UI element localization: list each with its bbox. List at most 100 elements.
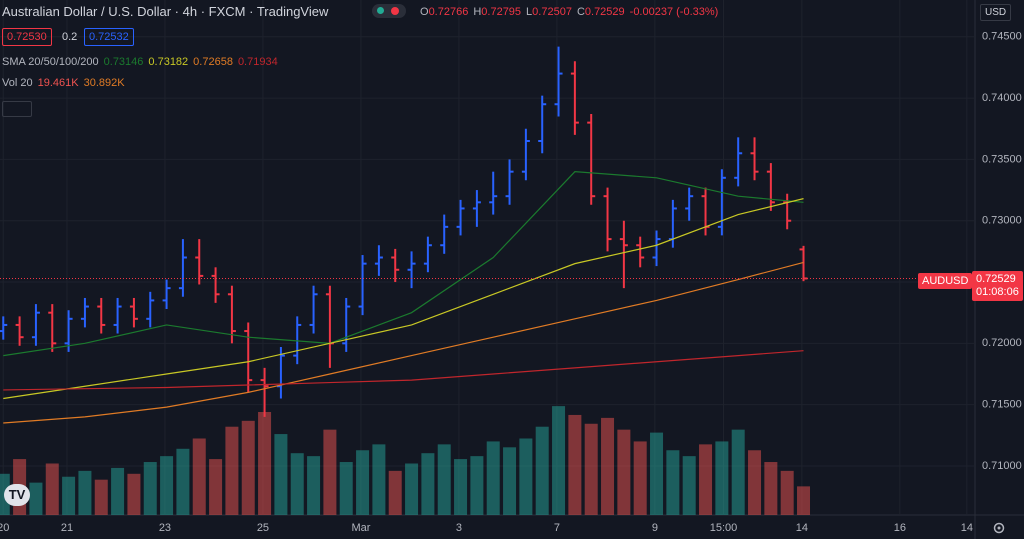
x-tick-label: 14 [961,522,973,534]
bid-price[interactable]: 0.72530 [2,28,52,46]
volume-bar [45,463,59,515]
y-tick-label: 0.72000 [982,337,1022,349]
volume-bar [209,459,223,515]
sma-value: 0.73146 [103,56,144,68]
volume-bar [797,486,811,515]
status-pill[interactable] [372,4,406,18]
settings-gear[interactable] [992,521,1006,535]
volume-bar [682,456,696,515]
volume-bar [127,473,141,515]
volume-bar [307,456,321,515]
volume-bar [503,447,517,515]
x-tick-label: 20 [0,522,9,534]
sma-line [3,198,804,400]
volume-bar [454,459,468,515]
sma-value: 0.71934 [237,56,278,68]
volume-value: 19.461K [37,77,79,89]
volume-bar [323,429,337,515]
volume-bar [62,476,76,515]
volume-bar [29,482,43,515]
volume-bar [748,450,762,515]
volume-bar [552,406,566,515]
source: TradingView [256,4,329,19]
change: -0.00237 (-0.33%) [629,6,719,18]
exchange: FXCM [208,4,246,19]
x-tick-label: 7 [554,522,560,534]
volume-bar [650,432,664,515]
spread: 0.2 [62,31,78,43]
volume-bar [258,412,272,515]
x-tick-label: 23 [159,522,171,534]
last-price-label: 0.72529 01:08:06 [972,271,1023,302]
interval: 4h [182,4,198,19]
y-tick-label: 0.73500 [982,153,1022,165]
ohlc-value: 0.72795 [481,6,522,18]
x-tick-label: 15:00 [710,522,738,534]
volume-bar [437,444,451,515]
countdown: 01:08:06 [976,286,1019,299]
volume-bar [535,426,549,515]
volume-bar [372,444,386,515]
volume-bar [699,444,713,515]
volume-bar [290,453,304,515]
x-tick-label: 21 [61,522,73,534]
volume-bar [78,470,92,515]
ohlc-value: 0.72507 [532,6,572,18]
ohlc-legend: O0.72766 H0.72795 L0.72507 C0.72529 -0.00237… [420,6,723,18]
symbol-label: AUDUSD [918,273,973,289]
x-tick-label: Mar [351,522,370,534]
ohlc-value: 0.72766 [428,6,469,18]
volume-bar [241,420,255,515]
volume-bar [176,448,190,515]
volume-bar [666,450,680,515]
sma-value: 0.72658 [193,56,233,68]
y-tick-label: 0.71500 [982,399,1022,411]
volume-bar [731,429,745,515]
last-price: 0.72529 [976,273,1016,286]
x-tick-label: 3 [456,522,462,534]
volume-bar [780,470,794,515]
volume-bar [160,456,174,515]
x-tick-label: 16 [894,522,906,534]
volume-value: 30.892K [83,77,125,89]
volume-bar [225,426,239,515]
volume-legend: Vol 20 19.461K 30.892K [2,77,130,89]
tv-logo[interactable]: TV [4,484,30,506]
volume-bar [274,434,288,515]
volume-bar [405,463,419,515]
collapse-button[interactable] [2,101,32,117]
sma-line [3,261,804,424]
volume-bar [764,462,778,515]
volume-bar [356,450,370,515]
ohlc-key: H [473,6,482,18]
volume-bar [388,470,402,515]
sma-legend: SMA 20/50/100/200 0.73146 0.73182 0.72658 0.… [2,56,283,68]
volume-bar [486,441,500,515]
volume-bar [715,441,729,515]
volume-bar [111,467,125,515]
volume-bar [94,479,108,515]
volume-bar [470,456,484,515]
volume-bar [143,462,157,515]
currency-dropdown[interactable]: USD [980,4,1012,21]
ohlc-key: O [420,6,429,18]
volume-bar [633,441,647,515]
sma-value: 0.73182 [148,56,189,68]
volume-bar [519,438,533,515]
ask-price[interactable]: 0.72532 [84,28,134,46]
x-tick-label: 25 [257,522,269,534]
indicator-name: Vol 20 [2,77,33,89]
volume-bar [568,414,582,515]
ohlc-value: 0.72529 [584,6,625,18]
y-tick-label: 0.74000 [982,92,1022,104]
chart-header: Australian Dollar / U.S. Dollar · 4h · F… [2,4,329,19]
volume-bar [601,417,615,515]
volume-bar [421,453,435,515]
volume-bar [339,462,353,515]
x-tick-label: 14 [796,522,808,534]
y-tick-label: 0.74500 [982,31,1022,43]
volume-bar [617,429,631,515]
ohlc-key: L [526,6,533,18]
